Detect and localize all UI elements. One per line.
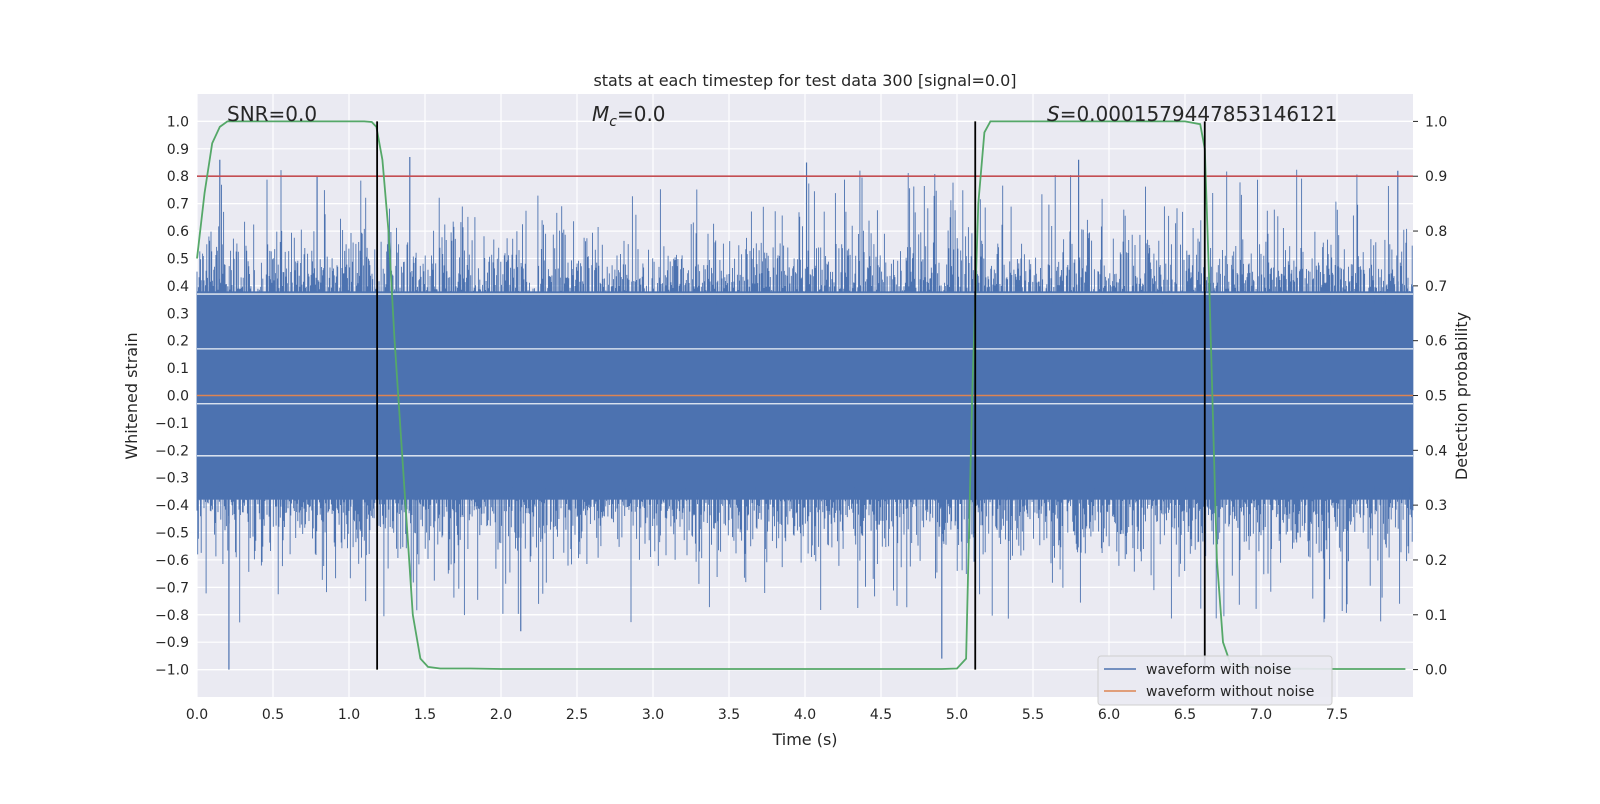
chirp-mass-subscript: c bbox=[609, 114, 617, 130]
noise-spikes bbox=[196, 169, 1414, 623]
y-tick-labels: 1.0 0.9 0.8 0.7 0.6 0.5 0.4 0.3 0.2 0.1 0.0 −0.1 −0.… bbox=[155, 114, 189, 678]
s-value: =0.0001579447853146121 bbox=[1060, 102, 1338, 126]
x-tick-label: 7.5 bbox=[1326, 707, 1348, 723]
s-symbol: S bbox=[1047, 102, 1060, 126]
x-tick-label: 3.5 bbox=[718, 707, 740, 723]
y-tick-label: 1.0 bbox=[167, 114, 189, 130]
x-tick-label: 5.0 bbox=[946, 707, 968, 723]
y-right-tick-label: 0.6 bbox=[1425, 334, 1447, 350]
x-tick-label: 6.0 bbox=[1098, 707, 1120, 723]
x-tick-label: 3.0 bbox=[642, 707, 664, 723]
chart-title: stats at each timestep for test data 300… bbox=[593, 71, 1016, 90]
y-tick-label: −0.8 bbox=[155, 608, 189, 624]
x-tick-label: 5.5 bbox=[1022, 707, 1044, 723]
x-tick-label: 2.5 bbox=[566, 707, 588, 723]
y-tick-label: 0.9 bbox=[167, 142, 189, 158]
x-tick-label: 1.5 bbox=[414, 707, 436, 723]
y-right-tick-label: 0.1 bbox=[1425, 608, 1447, 624]
y-right-tick-label: 0.4 bbox=[1425, 443, 1447, 459]
y-right-tick-label: 0.7 bbox=[1425, 279, 1447, 295]
y-tick-label: 0.6 bbox=[167, 224, 189, 240]
y-tick-label: −0.6 bbox=[155, 553, 189, 569]
x-tick-label: 2.0 bbox=[490, 707, 512, 723]
y-tick-label: −0.9 bbox=[155, 635, 189, 651]
x-tick-label: 0.5 bbox=[262, 707, 284, 723]
y-right-tick-label: 0.9 bbox=[1425, 169, 1447, 185]
snr-annotation: SNR=0.0 bbox=[227, 102, 317, 126]
y-tick-label: 0.5 bbox=[167, 251, 189, 267]
y-tick-label: −0.4 bbox=[155, 498, 189, 514]
y-tick-label: 0.8 bbox=[167, 169, 189, 185]
y-tick-label: 0.1 bbox=[167, 361, 189, 377]
series-detection-probability bbox=[196, 120, 1406, 670]
legend-box bbox=[1097, 655, 1333, 706]
x-axis-label: Time (s) bbox=[771, 730, 837, 749]
y-tick-label: −1.0 bbox=[155, 663, 189, 679]
y-right-tick-label: 0.8 bbox=[1425, 224, 1447, 240]
x-tick-label: 1.0 bbox=[338, 707, 360, 723]
y-right-tick-label: 1.0 bbox=[1425, 114, 1447, 130]
y-right-tick-labels: 1.0 0.9 0.8 0.7 0.6 0.5 0.4 0.3 0.2 0.1 0.0 bbox=[1413, 114, 1447, 679]
y-tick-label: 0.7 bbox=[167, 197, 189, 213]
y-tick-label: −0.3 bbox=[155, 471, 189, 487]
x-tick-label: 4.5 bbox=[870, 707, 892, 723]
y-tick-label: −0.7 bbox=[155, 580, 189, 596]
x-tick-label: 0.0 bbox=[186, 707, 208, 723]
y-tick-label: −0.1 bbox=[155, 416, 189, 432]
legend-label-without-noise: waveform without noise bbox=[1146, 684, 1314, 700]
x-tick-labels: 0.0 0.5 1.0 1.5 2.0 2.5 3.0 3.5 4.0 4.5 5.0 5.5 6.0 6… bbox=[186, 707, 1348, 723]
y-tick-label: 0.3 bbox=[167, 306, 189, 322]
chirp-mass-value: =0.0 bbox=[617, 102, 666, 126]
y-right-tick-label: 0.2 bbox=[1425, 553, 1447, 569]
y-right-tick-label: 0.5 bbox=[1425, 389, 1447, 405]
legend: waveform with noise waveform without noi… bbox=[1097, 655, 1333, 706]
y-tick-label: 0.4 bbox=[167, 279, 189, 295]
series-lines bbox=[196, 120, 1413, 670]
y-tick-label: −0.2 bbox=[155, 443, 189, 459]
y-right-tick-label: 0.0 bbox=[1425, 663, 1447, 679]
y-tick-label: 0.2 bbox=[167, 334, 189, 350]
chirp-mass-annotation: Mc=0.0 bbox=[592, 102, 666, 130]
x-tick-label: 4.0 bbox=[794, 707, 816, 723]
s-annotation: S=0.0001579447853146121 bbox=[1047, 102, 1337, 126]
y-right-axis-label: Detection probability bbox=[1452, 312, 1471, 480]
y-axis-label: Whitened strain bbox=[122, 332, 141, 459]
y-right-tick-label: 0.3 bbox=[1425, 498, 1447, 514]
chirp-mass-symbol: M bbox=[592, 102, 609, 126]
y-tick-label: −0.5 bbox=[155, 526, 189, 542]
legend-label-with-noise: waveform with noise bbox=[1146, 662, 1291, 678]
x-tick-label: 6.5 bbox=[1174, 707, 1196, 723]
x-tick-label: 7.0 bbox=[1250, 707, 1272, 723]
y-tick-label: 0.0 bbox=[167, 389, 189, 405]
